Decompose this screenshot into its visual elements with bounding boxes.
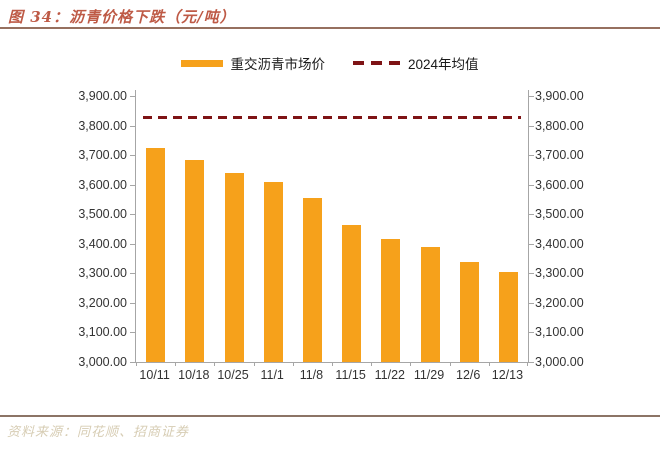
y-axis-tick xyxy=(529,273,534,275)
y-axis-tick xyxy=(130,96,135,97)
x-tick-label: 11/29 xyxy=(413,368,445,382)
y-axis-tick xyxy=(529,125,534,127)
x-axis-tick xyxy=(175,362,177,366)
chart-legend: 重交沥青市场价 2024年均值 xyxy=(0,52,660,74)
y-tick-label-right: 3,400.00 xyxy=(535,236,584,251)
x-axis-tick xyxy=(214,362,216,366)
x-axis-tick xyxy=(449,362,451,366)
y-tick-label-right: 3,700.00 xyxy=(535,148,584,163)
y-tick-label-right: 3,100.00 xyxy=(535,325,584,340)
bar-12-6 xyxy=(459,261,479,362)
x-axis-tick xyxy=(488,362,490,366)
y-axis-tick xyxy=(529,243,534,245)
x-axis: 10/11 10/18 10/25 11/1 11/8 11/15 11/22 11/29 12… xyxy=(135,362,527,384)
y-tick-label-right: 3,200.00 xyxy=(535,295,584,310)
x-tick-label: 10/25 xyxy=(217,368,249,382)
x-axis-tick xyxy=(136,362,137,366)
y-tick-label-right: 3,500.00 xyxy=(535,207,584,222)
plot-area xyxy=(130,90,534,366)
y-axis-tick xyxy=(130,302,135,304)
y-tick-label-left: 3,600.00 xyxy=(78,177,127,192)
bar-10-25 xyxy=(224,172,244,362)
y-axis-tick xyxy=(130,155,135,157)
bar-10-11 xyxy=(146,147,166,362)
legend-item-market-price: 重交沥青市场价 xyxy=(181,53,325,73)
x-tick-label: 12/6 xyxy=(456,368,481,382)
bar-12-13 xyxy=(498,271,518,362)
legend-label-market-price: 重交沥青市场价 xyxy=(230,57,325,72)
y-axis-tick xyxy=(130,214,135,216)
y-axis-tick xyxy=(130,273,135,275)
figure-title: 图 34：沥青价格下跌（元/吨） xyxy=(8,8,236,26)
y-tick-label-right: 3,600.00 xyxy=(535,177,584,192)
y-axis-tick xyxy=(529,332,534,334)
x-tick-label: 10/11 xyxy=(139,368,170,382)
legend-label-2024-mean: 2024年均值 xyxy=(407,57,479,72)
x-axis-tick xyxy=(410,362,412,366)
y-tick-label-left: 3,900.00 xyxy=(78,89,127,103)
y-tick-label-left: 3,800.00 xyxy=(78,118,127,133)
y-axis-tick xyxy=(529,362,534,363)
x-tick-label: 10/18 xyxy=(178,368,210,382)
x-tick-label: 11/1 xyxy=(260,368,284,382)
y-tick-label-right: 3,800.00 xyxy=(535,118,584,133)
y-axis-tick xyxy=(529,184,534,186)
y-axis-tick xyxy=(529,302,534,304)
mean-value-line xyxy=(143,115,521,119)
y-tick-label-left: 3,300.00 xyxy=(78,266,127,281)
x-tick-label: 11/15 xyxy=(335,368,366,382)
y-tick-label-left: 3,000.00 xyxy=(78,355,127,369)
x-tick-label: 11/8 xyxy=(299,368,324,382)
footer-divider xyxy=(0,415,660,417)
y-tick-label-right: 3,300.00 xyxy=(535,266,584,281)
y-axis-left: 3,900.00 3,800.00 3,700.00 3,600.00 3,500.00… xyxy=(0,89,127,369)
y-tick-label-right: 3,900.00 xyxy=(535,89,584,103)
x-tick-label: 11/22 xyxy=(374,368,405,382)
y-tick-label-left: 3,500.00 xyxy=(78,207,127,222)
bar-11-22 xyxy=(381,239,401,362)
y-axis-tick xyxy=(529,96,534,97)
bar-11-8 xyxy=(302,197,322,362)
axis-cap xyxy=(135,90,529,96)
y-axis-tick xyxy=(130,362,135,363)
y-axis-tick xyxy=(130,243,135,245)
x-axis-tick xyxy=(332,362,333,366)
y-tick-label-right: 3,000.00 xyxy=(535,355,584,369)
header-divider xyxy=(0,27,660,29)
x-axis-tick xyxy=(371,362,373,366)
y-axis-tick xyxy=(130,332,135,334)
x-axis-tick xyxy=(253,362,255,366)
y-axis-tick xyxy=(130,125,135,127)
y-axis-tick xyxy=(529,155,534,157)
bar-11-1 xyxy=(263,181,283,362)
mean-line-swatch xyxy=(352,61,401,65)
y-axis-tick xyxy=(130,184,135,186)
y-tick-label-left: 3,400.00 xyxy=(78,236,127,251)
bar-series-swatch xyxy=(181,59,224,67)
bar-10-18 xyxy=(185,159,205,362)
x-axis-tick xyxy=(527,362,528,366)
y-axis-tick xyxy=(529,214,534,216)
y-tick-label-left: 3,200.00 xyxy=(78,295,127,310)
y-tick-label-left: 3,700.00 xyxy=(78,148,127,163)
y-axis-right: 3,900.00 3,800.00 3,700.00 3,600.00 3,500.00… xyxy=(535,89,660,369)
bar-11-15 xyxy=(342,224,362,362)
x-axis-tick xyxy=(292,362,294,366)
x-tick-label: 12/13 xyxy=(491,368,524,382)
source-note: 资料来源：同花顺、招商证券 xyxy=(7,425,190,440)
y-tick-label-left: 3,100.00 xyxy=(78,325,127,340)
legend-item-2024-mean: 2024年均值 xyxy=(352,53,479,73)
bar-11-29 xyxy=(420,246,440,362)
